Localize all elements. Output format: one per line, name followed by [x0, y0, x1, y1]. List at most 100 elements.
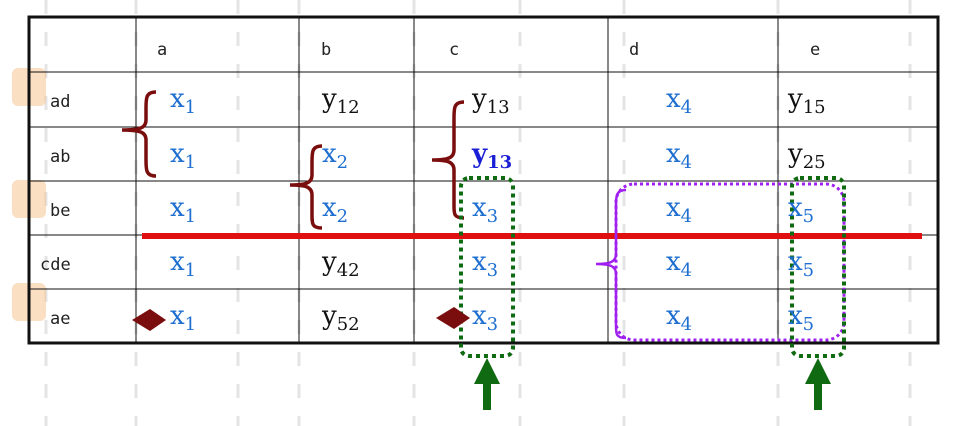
cell-symbol: x	[788, 301, 803, 331]
cell-symbol: y	[322, 84, 337, 114]
cell-be-b: x2	[322, 193, 348, 227]
grouping-braces	[121, 90, 465, 230]
cell-symbol: x	[666, 247, 681, 277]
cell-subscript: 4	[680, 152, 693, 173]
row-label-cde: cde	[40, 255, 71, 275]
cell-ae-b: y52	[322, 301, 360, 335]
curly-brace-icon	[289, 144, 323, 230]
cell-ad-a: x1	[170, 84, 196, 118]
row-label-ab: ab	[50, 147, 71, 167]
cell-be-a: x1	[170, 193, 196, 227]
cell-symbol: x	[788, 193, 803, 223]
cell-subscript: 12	[336, 97, 360, 118]
cell-cde-e: x5	[788, 247, 814, 281]
cell-symbol: x	[472, 301, 487, 331]
curly-brace-icon	[121, 90, 157, 178]
d-column-group	[595, 182, 846, 342]
cell-subscript: 3	[486, 314, 499, 335]
cell-ae-d: x4	[666, 301, 692, 335]
cell-symbol: x	[472, 247, 487, 277]
cell-subscript: 3	[486, 260, 499, 281]
cell-symbol: x	[170, 247, 185, 277]
cell-cde-d: x4	[666, 247, 692, 281]
table-grid	[27, 15, 940, 345]
cell-cde-c: x3	[472, 247, 498, 281]
cell-subscript: 2	[336, 206, 349, 227]
cell-symbol: x	[170, 193, 185, 223]
cell-symbol: x	[170, 84, 185, 114]
e-group-dotted-box	[790, 176, 846, 358]
cell-subscript: 1	[184, 206, 197, 227]
cell-ab-b: x2	[322, 139, 348, 173]
arrows	[474, 358, 831, 410]
cell-ab-d: x4	[666, 139, 692, 173]
cell-be-e: x5	[788, 193, 814, 227]
row-label-ad: ad	[50, 92, 71, 112]
cell-subscript: 4	[680, 206, 693, 227]
cell-ad-d: x4	[666, 84, 692, 118]
cell-symbol: x	[170, 301, 185, 331]
diamond-marker-icon	[436, 307, 470, 329]
cell-subscript: 2	[336, 152, 349, 173]
cell-subscript: 52	[336, 314, 360, 335]
cell-subscript: 13	[487, 152, 513, 173]
curly-brace-icon	[595, 188, 627, 340]
cell-cde-a: x1	[170, 247, 196, 281]
cell-symbol: y	[322, 247, 337, 277]
column-header-a: a	[157, 40, 168, 60]
cell-symbol: x	[666, 193, 681, 223]
cell-subscript: 13	[486, 97, 510, 118]
column-header-c: c	[449, 40, 460, 60]
cell-symbol: x	[788, 247, 803, 277]
up-arrow-icon	[805, 358, 831, 410]
row-label-be: be	[50, 201, 71, 221]
cell-subscript: 4	[680, 97, 693, 118]
cell-subscript: 5	[802, 314, 815, 335]
cell-subscript: 25	[802, 152, 826, 173]
cell-be-c: x3	[472, 193, 498, 227]
cell-subscript: 1	[184, 260, 197, 281]
cell-subscript: 42	[336, 260, 360, 281]
column-header-e: e	[810, 40, 821, 60]
cell-symbol: y	[322, 301, 337, 331]
diamond-marker-icon	[132, 309, 166, 331]
cell-subscript: 4	[680, 260, 693, 281]
cell-cde-b: y42	[322, 247, 360, 281]
cell-symbol: x	[472, 193, 487, 223]
cell-symbol: x	[666, 301, 681, 331]
cell-subscript: 1	[184, 314, 197, 335]
cell-ab-a: x1	[170, 139, 196, 173]
cell-subscript: 15	[802, 97, 826, 118]
d-group-dotted-box	[614, 182, 846, 342]
cell-symbol: x	[322, 139, 337, 169]
cell-ab-c: y13	[472, 139, 512, 173]
cell-symbol: x	[322, 193, 337, 223]
cell-symbol: y	[788, 139, 803, 169]
cell-ad-b: y12	[322, 84, 360, 118]
cell-symbol: y	[472, 139, 488, 169]
column-header-d: d	[629, 40, 640, 60]
cell-subscript: 3	[486, 206, 499, 227]
cell-ae-e: x5	[788, 301, 814, 335]
cell-subscript: 5	[802, 260, 815, 281]
cell-subscript: 4	[680, 314, 693, 335]
cell-symbol: y	[472, 84, 487, 114]
column-header-b: b	[321, 40, 332, 60]
row-label-ae: ae	[50, 309, 71, 329]
cell-ae-c: x3	[472, 301, 498, 335]
cell-symbol: x	[666, 84, 681, 114]
cell-be-d: x4	[666, 193, 692, 227]
up-arrow-icon	[474, 358, 500, 410]
cell-symbol: y	[788, 84, 803, 114]
cell-symbol: x	[170, 139, 185, 169]
cell-symbol: x	[666, 139, 681, 169]
table-border	[27, 15, 940, 345]
c-group-dotted-box	[459, 176, 515, 358]
cell-ad-e: y15	[788, 84, 826, 118]
cell-ad-c: y13	[472, 84, 510, 118]
cell-subscript: 5	[802, 206, 815, 227]
curly-brace-icon	[431, 100, 465, 220]
cell-subscript: 1	[184, 97, 197, 118]
cell-subscript: 1	[184, 152, 197, 173]
